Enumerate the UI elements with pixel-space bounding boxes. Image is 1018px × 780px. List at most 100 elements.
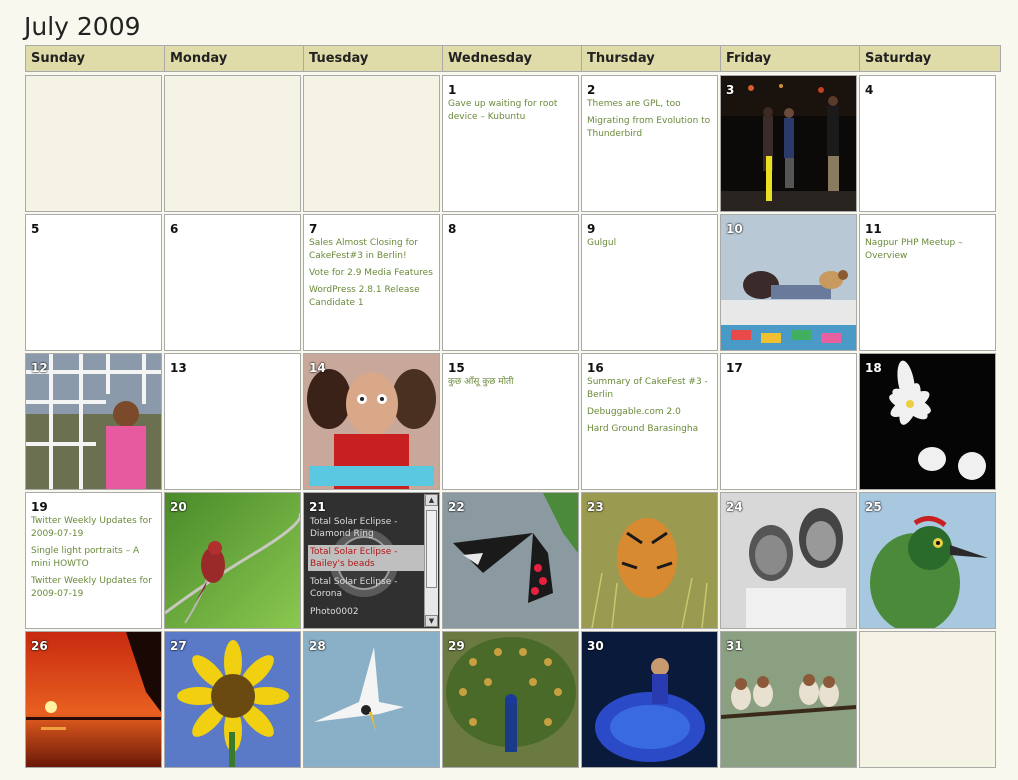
day-number: 31 <box>726 639 743 653</box>
day-number: 5 <box>31 222 40 236</box>
day-number: 14 <box>309 361 326 375</box>
scroll-down-button[interactable]: ▼ <box>425 615 438 627</box>
post-link[interactable]: Migrating from Evolution to Thunderbird <box>587 116 711 139</box>
girl-with-dog-photo[interactable] <box>721 215 856 350</box>
slide-item[interactable]: Total Solar Eclipse - Diamond Ring <box>310 517 398 539</box>
dancer-photo[interactable] <box>582 632 717 767</box>
scroll-thumb[interactable] <box>426 510 437 588</box>
day-cell-8: 8 <box>442 214 579 351</box>
day-number: 20 <box>170 500 187 514</box>
straight-movie-poster[interactable] <box>304 354 439 489</box>
page-title: July 2009 <box>24 12 141 41</box>
day-cell-31[interactable]: 31 <box>720 631 857 768</box>
post-link[interactable]: Twitter Weekly Updates for 2009-07-19 <box>31 576 152 599</box>
tiger-photo[interactable] <box>582 493 717 628</box>
post-link[interactable]: WordPress 2.8.1 Release Candidate 1 <box>309 285 420 308</box>
empty-cell <box>25 75 162 212</box>
weekday-saturday: Saturday <box>859 45 1001 72</box>
day-cell-19: 19 Twitter Weekly Updates for 2009-07-19… <box>25 492 162 629</box>
peacock-photo[interactable] <box>443 632 578 767</box>
day-number: 13 <box>170 361 187 375</box>
day-number: 23 <box>587 500 604 514</box>
day-cell-5: 5 <box>25 214 162 351</box>
day-cell-16: 16 Summary of CakeFest #3 - Berlin Debug… <box>581 353 718 490</box>
weekday-monday: Monday <box>164 45 306 72</box>
day-cell-3[interactable]: 3 <box>720 75 857 212</box>
empty-cell <box>164 75 301 212</box>
post-link[interactable]: कुछ आँसू कुछ मोती <box>448 377 514 387</box>
day-number: 7 <box>309 222 318 236</box>
day-number: 24 <box>726 500 743 514</box>
girl-behind-grill-photo[interactable] <box>26 354 161 489</box>
slide-item[interactable]: Total Solar Eclipse - Corona <box>310 577 398 599</box>
white-flowers-photo[interactable] <box>860 354 995 489</box>
day-cell-14[interactable]: 14 <box>303 353 440 490</box>
post-link[interactable]: Sales Almost Closing for CakeFest#3 in B… <box>309 238 418 261</box>
tern-bird-photo[interactable] <box>304 632 439 767</box>
bw-portrait-photo[interactable] <box>721 493 856 628</box>
weekday-sunday: Sunday <box>25 45 167 72</box>
day-cell-18[interactable]: 18 <box>859 353 996 490</box>
sunflower-photo[interactable] <box>165 632 300 767</box>
day-cell-21: 21 Total Solar Eclipse - Diamond Ring To… <box>303 492 440 629</box>
day-number: 19 <box>31 500 48 514</box>
day-cell-30[interactable]: 30 <box>581 631 718 768</box>
day-cell-11: 11 Nagpur PHP Meetup – Overview <box>859 214 996 351</box>
sunset-photo[interactable] <box>26 632 161 767</box>
slideshow-list[interactable]: Total Solar Eclipse - Diamond Ring Total… <box>308 515 424 628</box>
post-link[interactable]: Vote for 2.9 Media Features <box>309 268 433 278</box>
day-cell-7: 7 Sales Almost Closing for CakeFest#3 in… <box>303 214 440 351</box>
birds-on-branch-photo[interactable] <box>721 632 856 767</box>
day-number: 8 <box>448 222 457 236</box>
day-cell-9: 9 Gulgul <box>581 214 718 351</box>
day-cell-29[interactable]: 29 <box>442 631 579 768</box>
day-number: 3 <box>726 83 735 97</box>
day-cell-26[interactable]: 26 <box>25 631 162 768</box>
day-number: 2 <box>587 83 596 97</box>
barbet-bird-photo[interactable] <box>860 493 995 628</box>
post-link[interactable]: Nagpur PHP Meetup – Overview <box>865 238 963 261</box>
day-number: 26 <box>31 639 48 653</box>
stage-performance-photo[interactable] <box>721 76 856 211</box>
post-link[interactable]: Summary of CakeFest #3 - Berlin <box>587 377 708 400</box>
day-cell-27[interactable]: 27 <box>164 631 301 768</box>
red-bird-photo[interactable] <box>165 493 300 628</box>
post-link[interactable]: Twitter Weekly Updates for 2009-07-19 <box>31 516 152 539</box>
empty-cell <box>303 75 440 212</box>
slide-item-selected[interactable]: Total Solar Eclipse - Bailey's beads <box>308 545 424 571</box>
day-cell-28[interactable]: 28 <box>303 631 440 768</box>
butterfly-photo[interactable] <box>443 493 578 628</box>
day-cell-2: 2 Themes are GPL, too Migrating from Evo… <box>581 75 718 212</box>
day-cell-22[interactable]: 22 <box>442 492 579 629</box>
day-number: 30 <box>587 639 604 653</box>
scroll-up-button[interactable]: ▲ <box>425 494 438 506</box>
day-number: 10 <box>726 222 743 236</box>
day-cell-13: 13 <box>164 353 301 490</box>
day-number: 18 <box>865 361 882 375</box>
day-number: 16 <box>587 361 604 375</box>
day-number: 11 <box>865 222 882 236</box>
weekday-tuesday: Tuesday <box>303 45 445 72</box>
day-number: 29 <box>448 639 465 653</box>
day-number: 27 <box>170 639 187 653</box>
day-number: 22 <box>448 500 465 514</box>
day-cell-25[interactable]: 25 <box>859 492 996 629</box>
day-cell-20[interactable]: 20 <box>164 492 301 629</box>
weekday-wednesday: Wednesday <box>442 45 584 72</box>
post-link[interactable]: Gulgul <box>587 238 617 248</box>
slide-item[interactable]: Photo0002 <box>310 607 359 617</box>
day-cell-12[interactable]: 12 <box>25 353 162 490</box>
day-number: 12 <box>31 361 48 375</box>
day-number: 4 <box>865 83 874 97</box>
scrollbar[interactable]: ▲ ▼ <box>424 494 438 627</box>
post-link[interactable]: Hard Ground Barasingha <box>587 424 699 434</box>
day-cell-10[interactable]: 10 <box>720 214 857 351</box>
day-cell-24[interactable]: 24 <box>720 492 857 629</box>
day-number: 21 <box>309 500 326 514</box>
day-number: 17 <box>726 361 743 375</box>
post-link[interactable]: Debuggable.com 2.0 <box>587 407 681 417</box>
day-cell-23[interactable]: 23 <box>581 492 718 629</box>
post-link[interactable]: Single light portraits – A mini HOWTO <box>31 546 140 569</box>
post-link[interactable]: Gave up waiting for root device – Kubunt… <box>448 99 558 122</box>
post-link[interactable]: Themes are GPL, too <box>587 99 681 109</box>
